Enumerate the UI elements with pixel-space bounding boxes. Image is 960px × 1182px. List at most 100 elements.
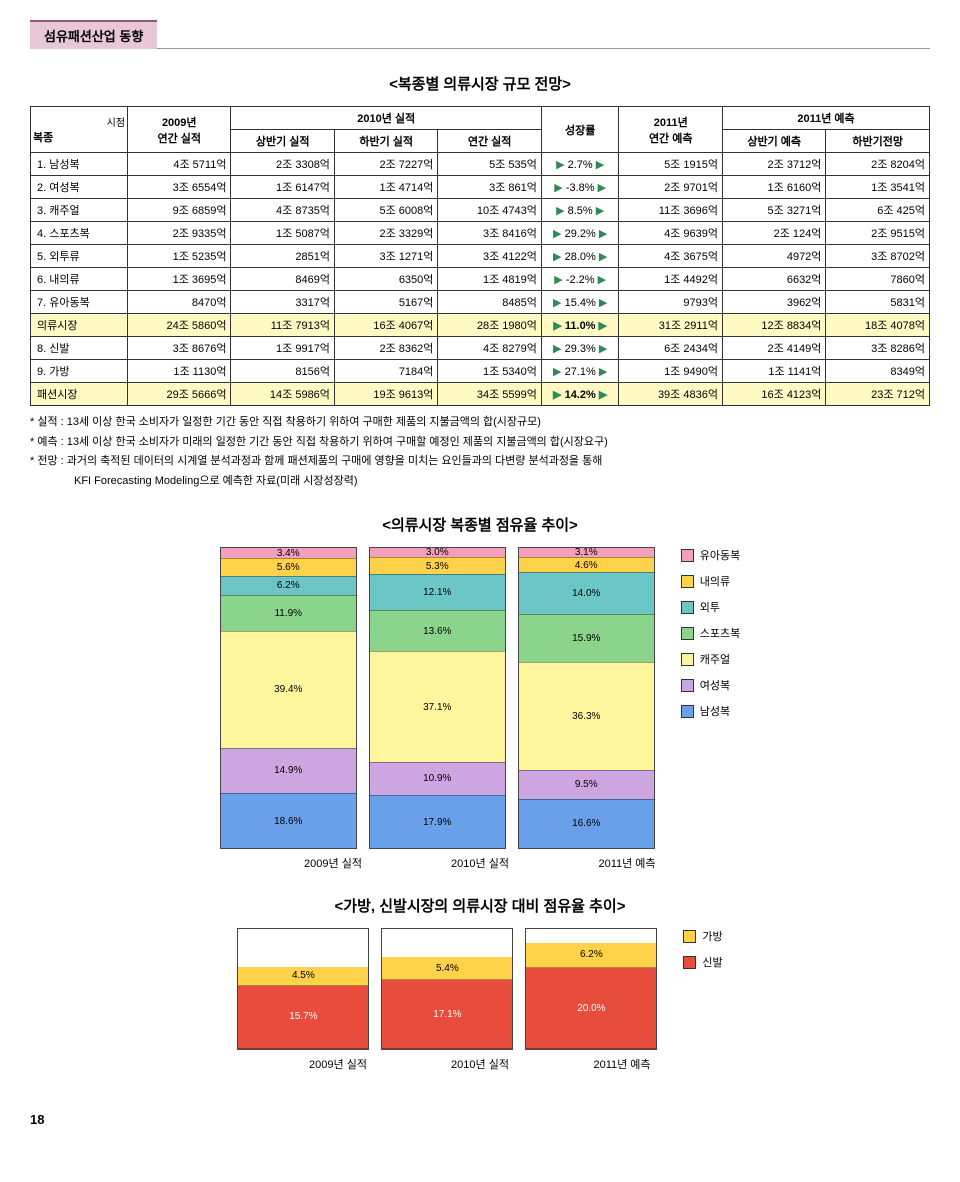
cell: 8470억 bbox=[128, 291, 231, 314]
cell: 39조 4836억 bbox=[619, 383, 722, 406]
th-2010h1: 상반기 실적 bbox=[231, 130, 334, 153]
chart2-segment: 5.4% bbox=[382, 957, 512, 980]
th-2009: 2009년 연간 실적 bbox=[128, 107, 231, 153]
row-label: 의류시장 bbox=[31, 314, 128, 337]
cell: 8469억 bbox=[231, 268, 334, 291]
chart1-segment: 9.5% bbox=[519, 770, 654, 799]
cell: 1조 1130억 bbox=[128, 360, 231, 383]
chart1-segment: 18.6% bbox=[221, 793, 356, 849]
cell: 24조 5860억 bbox=[128, 314, 231, 337]
table1-title: <복종별 의류시장 규모 전망> bbox=[30, 73, 930, 94]
cell: 12조 8834억 bbox=[722, 314, 825, 337]
cell: 6350억 bbox=[334, 268, 437, 291]
legend-item: 가방 bbox=[683, 928, 722, 944]
cell: 9조 6859억 bbox=[128, 199, 231, 222]
cell: 3조 8416억 bbox=[438, 222, 541, 245]
cell: 1조 3695억 bbox=[128, 268, 231, 291]
table-row: 4. 스포츠복2조 9335억1조 5087억2조 3329억3조 8416억▶… bbox=[31, 222, 930, 245]
x-label: 2010년 실적 bbox=[415, 1056, 545, 1072]
cell: ▶ 14.2% ▶ bbox=[541, 383, 619, 406]
cell: 4조 9639억 bbox=[619, 222, 722, 245]
cell: ▶ 27.1% ▶ bbox=[541, 360, 619, 383]
cell: 3조 8286억 bbox=[826, 337, 930, 360]
cell: 8349억 bbox=[826, 360, 930, 383]
cell: 1조 1141억 bbox=[722, 360, 825, 383]
chart1-bar: 3.4%5.6%6.2%11.9%39.4%14.9%18.6% bbox=[220, 547, 357, 849]
chart1-bar: 3.0%5.3%12.1%13.6%37.1%10.9%17.9% bbox=[369, 547, 506, 849]
chart2-bar: 20.0%6.2% bbox=[525, 928, 657, 1050]
cell: 1조 5235억 bbox=[128, 245, 231, 268]
cell: ▶ 11.0% ▶ bbox=[541, 314, 619, 337]
footnote-line: KFI Forecasting Modeling으로 예측한 자료(미래 시장성… bbox=[30, 473, 930, 491]
cell: 8485억 bbox=[438, 291, 541, 314]
cell: 5조 6008억 bbox=[334, 199, 437, 222]
table-row: 1. 남성복4조 5711억2조 3308억2조 7227억5조 535억▶ 2… bbox=[31, 153, 930, 176]
cell: 1조 4714억 bbox=[334, 176, 437, 199]
chart1-segment: 5.6% bbox=[221, 558, 356, 575]
th-2011h2: 하반기전망 bbox=[826, 130, 930, 153]
cell: 2조 7227억 bbox=[334, 153, 437, 176]
chart1-x-labels: 2009년 실적2010년 실적2011년 예측 bbox=[30, 855, 930, 871]
cell: 4조 3675억 bbox=[619, 245, 722, 268]
chart1-segment: 16.6% bbox=[519, 799, 654, 849]
cell: ▶ -3.8% ▶ bbox=[541, 176, 619, 199]
cell: 2조 4149억 bbox=[722, 337, 825, 360]
row-label: 7. 유아동복 bbox=[31, 291, 128, 314]
cell: 11조 7913억 bbox=[231, 314, 334, 337]
table-row: 6. 내의류1조 3695억8469억6350억1조 4819억▶ -2.2% … bbox=[31, 268, 930, 291]
table-row: 패션시장29조 5666억14조 5986억19조 9613억34조 5599억… bbox=[31, 383, 930, 406]
chart1: 3.4%5.6%6.2%11.9%39.4%14.9%18.6%3.0%5.3%… bbox=[30, 547, 930, 849]
row-label: 4. 스포츠복 bbox=[31, 222, 128, 245]
cell: 2조 3712억 bbox=[722, 153, 825, 176]
chart1-bar: 3.1%4.6%14.0%15.9%36.3%9.5%16.6% bbox=[518, 547, 655, 849]
cell: 5조 535억 bbox=[438, 153, 541, 176]
th-2010y: 연간 실적 bbox=[438, 130, 541, 153]
cell: 23조 712억 bbox=[826, 383, 930, 406]
th-2010h2: 하반기 실적 bbox=[334, 130, 437, 153]
chart1-segment: 36.3% bbox=[519, 662, 654, 770]
cell: 4조 8279억 bbox=[438, 337, 541, 360]
th-category: 시점 복종 bbox=[31, 107, 128, 153]
cell: 1조 4819억 bbox=[438, 268, 541, 291]
cell: ▶ 28.0% ▶ bbox=[541, 245, 619, 268]
chart1-segment: 5.3% bbox=[370, 557, 505, 574]
table-row: 7. 유아동복8470억3317억5167억8485억▶ 15.4% ▶9793… bbox=[31, 291, 930, 314]
cell: 5167억 bbox=[334, 291, 437, 314]
cell: 8156억 bbox=[231, 360, 334, 383]
cell: 7184억 bbox=[334, 360, 437, 383]
section-line bbox=[30, 48, 930, 49]
chart2-segment: 20.0% bbox=[526, 968, 656, 1049]
x-label: 2010년 실적 bbox=[413, 855, 548, 871]
cell: 2조 9335억 bbox=[128, 222, 231, 245]
x-label: 2011년 예측 bbox=[560, 855, 695, 871]
cell: 14조 5986억 bbox=[231, 383, 334, 406]
chart1-segment: 3.0% bbox=[370, 548, 505, 557]
chart2: 15.7%4.5%17.1%5.4%20.0%6.2% 가방신발 bbox=[30, 928, 930, 1050]
cell: 4972억 bbox=[722, 245, 825, 268]
cell: 7860억 bbox=[826, 268, 930, 291]
table-row: 5. 외투류1조 5235억2851억3조 1271억3조 4122억▶ 28.… bbox=[31, 245, 930, 268]
chart1-segment: 6.2% bbox=[221, 576, 356, 595]
cell: 34조 5599억 bbox=[438, 383, 541, 406]
footnote-line: * 예측 : 13세 이상 한국 소비자가 미래의 일정한 기간 동안 직접 착… bbox=[30, 434, 930, 452]
cell: 6조 2434억 bbox=[619, 337, 722, 360]
cell: 4조 8735억 bbox=[231, 199, 334, 222]
legend-item: 신발 bbox=[683, 954, 722, 970]
cell: 1조 6160억 bbox=[722, 176, 825, 199]
chart1-segment: 14.9% bbox=[221, 748, 356, 793]
market-forecast-table: 시점 복종 2009년 연간 실적 2010년 실적 성장률 2011년 연간 … bbox=[30, 106, 930, 406]
cell: 5조 1915억 bbox=[619, 153, 722, 176]
footnote-line: * 전망 : 과거의 축적된 데이터의 시계열 분석과정과 함께 패션제품의 구… bbox=[30, 453, 930, 471]
cell: 10조 4743억 bbox=[438, 199, 541, 222]
chart2-bar: 17.1%5.4% bbox=[381, 928, 513, 1050]
chart1-segment: 37.1% bbox=[370, 651, 505, 761]
legend-item: 외투 bbox=[681, 599, 740, 615]
chart1-segment: 13.6% bbox=[370, 610, 505, 651]
row-label: 패션시장 bbox=[31, 383, 128, 406]
row-label: 5. 외투류 bbox=[31, 245, 128, 268]
cell: ▶ 15.4% ▶ bbox=[541, 291, 619, 314]
chart1-segment: 11.9% bbox=[221, 595, 356, 631]
cell: 3조 8702억 bbox=[826, 245, 930, 268]
chart1-segment: 3.1% bbox=[519, 548, 654, 557]
chart2-title: <가방, 신발시장의 의류시장 대비 점유율 추이> bbox=[30, 895, 930, 916]
